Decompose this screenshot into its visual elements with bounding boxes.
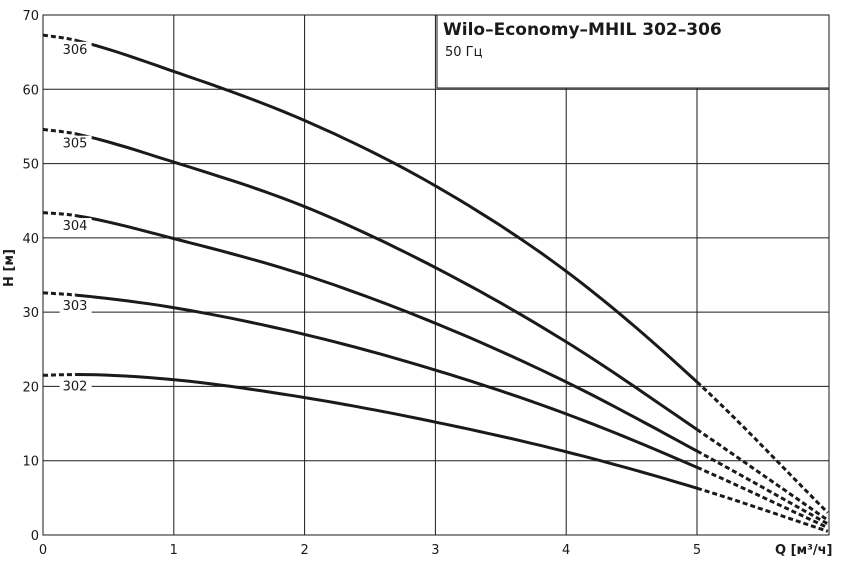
series-label-302: 302: [63, 380, 88, 395]
x-tick-label: 3: [431, 543, 439, 558]
chart-subtitle: 50 Гц: [445, 45, 483, 60]
series-label-303: 303: [63, 299, 88, 314]
y-tick-label: 0: [31, 529, 39, 544]
series-label-bg: [59, 135, 92, 152]
curve-304: [75, 214, 698, 453]
curve-304-end-dashed: [696, 449, 829, 526]
title-box: Wilo–Economy–MHIL 302–306 50 Гц: [436, 14, 830, 89]
y-tick-label: 20: [22, 380, 39, 395]
tick-labels: 0 10 20 30 40 50 60 70 0 1 2 3 4 5: [22, 9, 701, 558]
series-label-306: 306: [63, 43, 88, 58]
series-label-304: 304: [63, 219, 88, 234]
curve-302-end-dashed: [696, 486, 829, 533]
series-label-bg: [59, 298, 92, 315]
x-tick-label: 0: [39, 543, 47, 558]
x-tick-label: 1: [170, 543, 178, 558]
x-tick-label: 4: [562, 543, 570, 558]
y-axis-label: H [м]: [2, 249, 17, 287]
curve-305-end-dashed: [696, 428, 829, 522]
x-tick-label: 5: [693, 543, 701, 558]
series-label-bg: [59, 378, 92, 395]
curve-305: [75, 132, 698, 431]
curve-306-end-dashed: [695, 380, 829, 514]
curve-302-start-dashed: [43, 373, 76, 377]
plot-frame: [42, 14, 830, 536]
curve-306-start-dashed: [43, 33, 77, 42]
y-tick-label: 40: [22, 232, 39, 247]
x-tick-label: 2: [300, 543, 308, 558]
curve-302: [75, 373, 698, 490]
grid: [42, 14, 830, 536]
series-labels: 302 303 304 305 306: [59, 41, 92, 395]
curve-303: [75, 293, 698, 469]
series: [42, 33, 829, 533]
y-tick-label: 30: [22, 306, 39, 321]
y-tick-label: 70: [22, 9, 39, 24]
curve-305-start-dashed: [42, 127, 77, 136]
chart-title: Wilo–Economy–MHIL 302–306: [443, 20, 722, 40]
series-label-bg: [59, 41, 92, 58]
curve-304-start-dashed: [43, 211, 76, 218]
series-label-305: 305: [63, 137, 88, 152]
series-label-bg: [59, 218, 92, 235]
title-box-frame: [436, 14, 830, 89]
curve-306: [75, 38, 699, 384]
y-tick-label: 60: [22, 83, 39, 98]
x-axis-label: Q [м³/ч]: [775, 543, 832, 558]
y-tick-label: 10: [22, 455, 39, 470]
curve-303-start-dashed: [42, 291, 76, 297]
y-tick-label: 50: [22, 158, 39, 173]
